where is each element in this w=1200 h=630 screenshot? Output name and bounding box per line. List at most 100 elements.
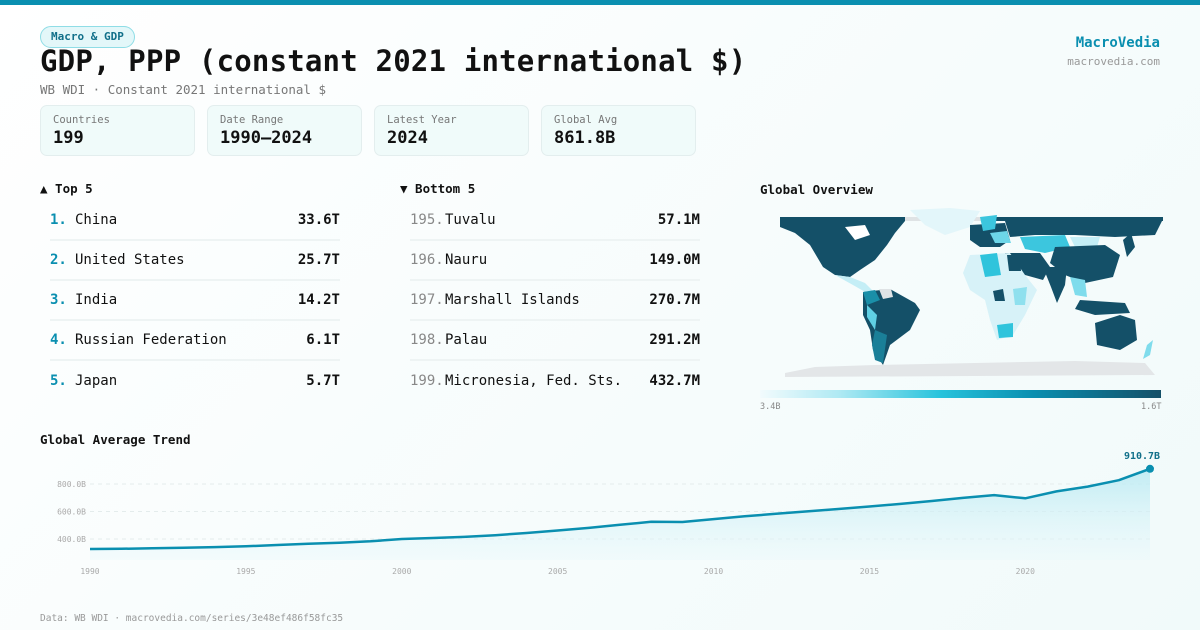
trend-line <box>89 467 1151 551</box>
region-south-africa[interactable] <box>997 323 1013 338</box>
stat-label: Countries <box>53 114 110 126</box>
scale-max-label: 1.6T <box>1141 402 1162 412</box>
country-value: 432.7M <box>649 373 700 389</box>
region-se-asia[interactable] <box>1070 277 1087 297</box>
stat-card-global-avg: Global Avg 861.8B <box>541 105 696 156</box>
svg-text:600.0B: 600.0B <box>57 508 86 517</box>
region-antarctica <box>785 361 1155 377</box>
region-algeria[interactable] <box>980 253 1001 277</box>
last-point-marker[interactable] <box>1146 464 1154 473</box>
world-choropleth-map[interactable] <box>775 205 1165 380</box>
rank: 5. <box>50 373 67 389</box>
region-central-america[interactable] <box>835 275 875 293</box>
page-subtitle: WB WDI · Constant 2021 international $ <box>40 82 326 97</box>
footer-source: Data: WB WDI · macrovedia.com/series/3e4… <box>40 613 344 624</box>
list-item[interactable]: 5. Japan 5.7T <box>50 361 340 401</box>
list-item[interactable]: 4. Russian Federation 6.1T <box>50 321 340 361</box>
last-value-label: 910.7B <box>1124 451 1160 462</box>
region-greenland[interactable] <box>910 208 980 235</box>
country-value: 14.2T <box>297 292 340 308</box>
hudson-bay <box>845 225 870 240</box>
bottom5-list: ▼ Bottom 5 195. Tuvalu 57.1M 196. Nauru … <box>400 181 700 401</box>
trend-title: Global Average Trend <box>40 432 191 447</box>
list-item[interactable]: 197. Marshall Islands 270.7M <box>410 281 700 321</box>
country-name: United States <box>75 252 185 268</box>
region-australia[interactable] <box>1095 315 1137 350</box>
svg-text:1995: 1995 <box>236 567 255 576</box>
region-mongolia[interactable] <box>1070 237 1100 247</box>
region-india[interactable] <box>1043 267 1067 303</box>
stat-card-latest-year: Latest Year 2024 <box>374 105 529 156</box>
list-item[interactable]: 3. India 14.2T <box>50 281 340 321</box>
region-china[interactable] <box>1050 245 1120 283</box>
region-japan[interactable] <box>1123 233 1135 257</box>
region-nigeria[interactable] <box>993 289 1005 301</box>
stat-label: Latest Year <box>387 114 457 126</box>
country-value: 270.7M <box>649 292 700 308</box>
stats-row: Countries 199 Date Range 1990–2024 Lates… <box>40 105 696 156</box>
svg-text:2020: 2020 <box>1016 567 1035 576</box>
stat-value: 1990–2024 <box>220 128 313 148</box>
country-name: China <box>75 212 118 228</box>
svg-text:1990: 1990 <box>80 567 99 576</box>
scale-min-label: 3.4B <box>760 402 781 412</box>
top5-list: ▲ Top 5 1. China 33.6T 2. United States … <box>40 181 340 401</box>
list-item[interactable]: 195. Tuvalu 57.1M <box>410 201 700 241</box>
country-name: India <box>75 292 118 308</box>
page-title: GDP, PPP (constant 2021 international $) <box>40 44 747 78</box>
country-value: 5.7T <box>306 373 340 389</box>
brand-url[interactable]: macrovedia.com <box>1067 55 1160 68</box>
svg-text:400.0B: 400.0B <box>57 535 86 544</box>
region-egypt[interactable] <box>1007 255 1021 271</box>
rank: 2. <box>50 252 67 268</box>
country-value: 291.2M <box>649 332 700 348</box>
region-indonesia[interactable] <box>1075 300 1130 315</box>
rank: 3. <box>50 292 67 308</box>
rank: 196. <box>410 252 444 268</box>
list-item[interactable]: 2. United States 25.7T <box>50 241 340 281</box>
bottom5-title: ▼ Bottom 5 <box>400 181 476 196</box>
svg-text:800.0B: 800.0B <box>57 480 86 489</box>
top5-title: ▲ Top 5 <box>40 181 93 196</box>
region-russia[interactable] <box>1005 219 1163 237</box>
country-name: Micronesia, Fed. Sts. <box>445 373 623 389</box>
top-accent-bar <box>0 0 1200 5</box>
rank: 197. <box>410 292 444 308</box>
list-item[interactable]: 1. China 33.6T <box>50 201 340 241</box>
category-badge[interactable]: Macro & GDP <box>40 26 135 48</box>
region-east-africa[interactable] <box>1013 287 1027 305</box>
svg-text:2010: 2010 <box>704 567 723 576</box>
trend-area <box>90 468 1150 560</box>
svg-text:2005: 2005 <box>548 567 567 576</box>
x-axis-ticks: 1990 1995 2000 2005 2010 2015 2020 <box>80 567 1035 576</box>
rank: 199. <box>410 373 444 389</box>
country-value: 149.0M <box>649 252 700 268</box>
color-scale-bar <box>760 390 1161 398</box>
region-colombia[interactable] <box>863 290 880 305</box>
map-title: Global Overview <box>760 182 873 197</box>
stat-card-date-range: Date Range 1990–2024 <box>207 105 362 156</box>
region-eastern-europe[interactable] <box>990 231 1011 243</box>
stat-card-countries: Countries 199 <box>40 105 195 156</box>
country-name: Russian Federation <box>75 332 227 348</box>
list-item[interactable]: 198. Palau 291.2M <box>410 321 700 361</box>
stat-value: 2024 <box>387 128 428 148</box>
list-item[interactable]: 196. Nauru 149.0M <box>410 241 700 281</box>
region-peru[interactable] <box>867 305 877 330</box>
region-north-america[interactable] <box>780 221 905 277</box>
stat-value: 861.8B <box>554 128 616 148</box>
brand-name[interactable]: MacroVedia <box>1075 35 1160 51</box>
rank: 1. <box>50 212 67 228</box>
region-venezuela-nodata[interactable] <box>879 289 893 299</box>
stat-label: Global Avg <box>554 114 618 126</box>
rank: 198. <box>410 332 444 348</box>
rank: 195. <box>410 212 444 228</box>
y-axis-ticks: 400.0B 600.0B 800.0B <box>57 480 86 544</box>
stat-label: Date Range <box>220 114 284 126</box>
region-scandinavia[interactable] <box>980 215 997 231</box>
list-item[interactable]: 199. Micronesia, Fed. Sts. 432.7M <box>410 361 700 401</box>
region-new-zealand[interactable] <box>1143 340 1153 359</box>
region-argentina[interactable] <box>872 330 887 363</box>
rank: 4. <box>50 332 67 348</box>
trend-area-chart[interactable]: 400.0B 600.0B 800.0B 1990 1995 2000 2005 2010 2… <box>0 440 1200 590</box>
